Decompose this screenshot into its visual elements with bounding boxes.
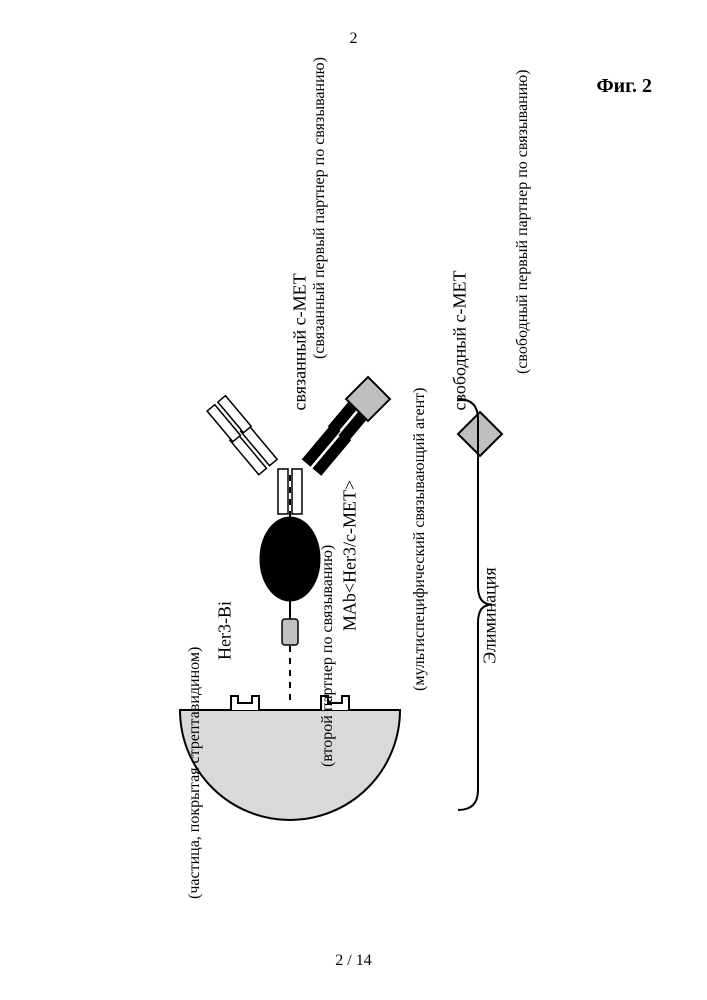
- her3bi-label: Her3-Bi: [215, 571, 236, 691]
- bound-cmet-label-text: связанный c-MET: [290, 273, 310, 410]
- free-cmet-label-text: свободный c-MET: [450, 270, 470, 410]
- elimination-label: Элиминация: [480, 536, 501, 696]
- bead-note: (частица, покрытая стрептавидином): [186, 699, 204, 899]
- free-cmet-label: свободный c-MET: [450, 211, 471, 411]
- bead-note-text: (частица, покрытая стрептавидином): [186, 647, 203, 899]
- elimination-label-text: Элиминация: [480, 567, 500, 663]
- her3bi-note: (второй партнер по связыванию): [319, 567, 337, 767]
- bound-cmet-label: связанный c-MET: [290, 211, 311, 411]
- bound-cmet-note: (связанный первый партнер по связыванию): [311, 159, 329, 359]
- her3bi-note-text: (второй партнер по связыванию): [319, 545, 336, 767]
- page-number-bottom: 2 / 14: [0, 952, 707, 970]
- mab-label-text: MAb<Her3/c-MET>: [340, 480, 360, 631]
- mab-note: (мультиспецифический связывающий агент): [411, 441, 429, 691]
- mab-note-text: (мультиспецифический связывающий агент): [411, 388, 428, 692]
- bound-cmet-note-text: (связанный первый партнер по связыванию): [311, 57, 328, 359]
- free-cmet-note: (свободный первый партнер по связыванию): [514, 174, 532, 374]
- diagram-container: (связанный первый партнер по связыванию)…: [0, 110, 707, 900]
- free-cmet-note-text: (свободный первый партнер по связыванию): [514, 70, 531, 375]
- page-number-top: 2: [0, 30, 707, 48]
- figure-title: Фиг. 2: [596, 75, 652, 98]
- her3bi-label-text: Her3-Bi: [215, 601, 235, 660]
- mab-label: MAb<Her3/c-MET>: [340, 446, 361, 666]
